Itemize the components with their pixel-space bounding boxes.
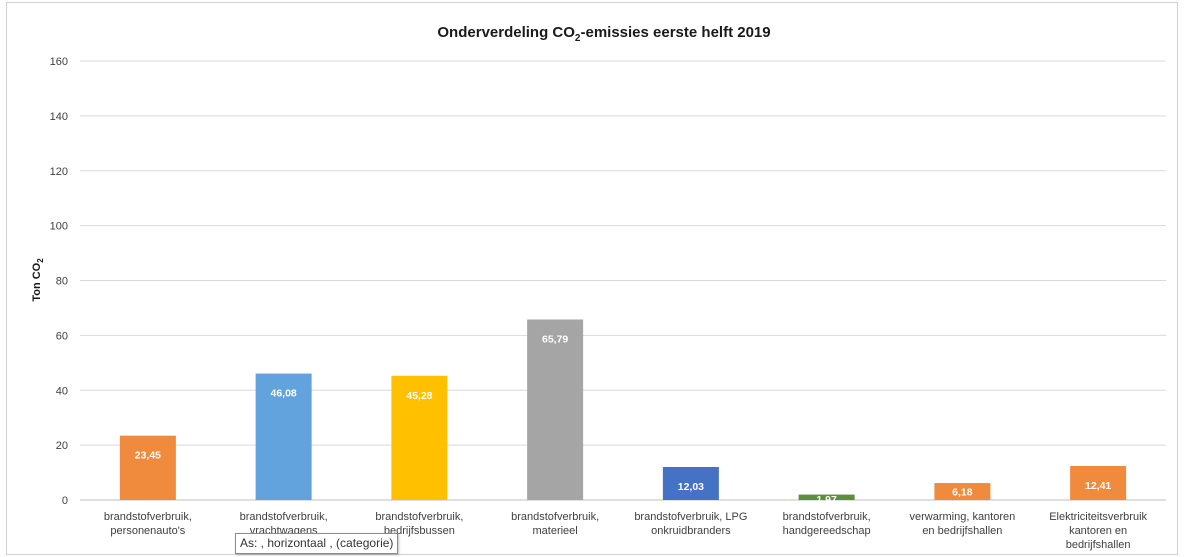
data-label: 23,45 bbox=[135, 450, 161, 462]
y-tick-label: 0 bbox=[62, 495, 68, 507]
category-label: brandstofverbruik, personenauto's bbox=[104, 511, 192, 537]
data-label: 1,97 bbox=[816, 494, 837, 506]
y-tick-label: 100 bbox=[50, 221, 68, 233]
data-label: 65,79 bbox=[542, 333, 568, 345]
chart-title: Onderverdeling CO2-emissies eerste helft… bbox=[437, 24, 770, 44]
y-tick-label: 140 bbox=[50, 111, 68, 123]
y-axis-label: Ton CO2 bbox=[31, 258, 45, 302]
data-labels: 23,45 46,08 45,28 65,79 12,03 1,97 6,18 12,41 bbox=[135, 333, 1112, 506]
chart-frame bbox=[6, 2, 1178, 555]
y-tick-label: 40 bbox=[56, 385, 68, 397]
category-label: verwarming, kantoren en bedrijfshallen bbox=[909, 511, 1015, 537]
data-label: 45,28 bbox=[406, 390, 432, 402]
bar[interactable] bbox=[1070, 465, 1127, 500]
bars bbox=[119, 319, 1127, 500]
bar[interactable] bbox=[255, 373, 312, 500]
category-label: Elektriciteitsverbruik kantoren en bedrijf… bbox=[1049, 511, 1147, 551]
bar[interactable] bbox=[798, 494, 855, 500]
data-label: 46,08 bbox=[270, 388, 296, 400]
y-tick-label: 20 bbox=[56, 440, 68, 452]
y-tick-label: 80 bbox=[56, 276, 68, 288]
data-label: 12,41 bbox=[1085, 480, 1111, 492]
category-label: brandstofverbruik, materieel bbox=[511, 511, 599, 537]
bar[interactable] bbox=[119, 435, 176, 500]
bar[interactable] bbox=[934, 483, 991, 500]
y-tick-label: 120 bbox=[50, 166, 68, 178]
category-label: brandstofverbruik, bedrijfsbussen bbox=[375, 511, 463, 537]
gridlines bbox=[80, 60, 1166, 501]
axis-tooltip: As: , horizontaal , (categorie) bbox=[235, 533, 399, 554]
y-tick-label: 160 bbox=[50, 56, 68, 68]
y-tick-label: 60 bbox=[56, 330, 68, 342]
category-label: brandstofverbruik, LPG onkruidbranders bbox=[634, 511, 747, 537]
data-label: 6,18 bbox=[952, 487, 973, 499]
data-label: 12,03 bbox=[678, 481, 704, 493]
y-axis-ticks: 0 20 40 60 80 100 120 140 160 bbox=[50, 56, 68, 507]
bar[interactable] bbox=[662, 466, 719, 500]
bar[interactable] bbox=[527, 319, 584, 500]
bar[interactable] bbox=[391, 375, 448, 500]
category-label: brandstofverbruik, handgereedschap bbox=[783, 511, 871, 537]
